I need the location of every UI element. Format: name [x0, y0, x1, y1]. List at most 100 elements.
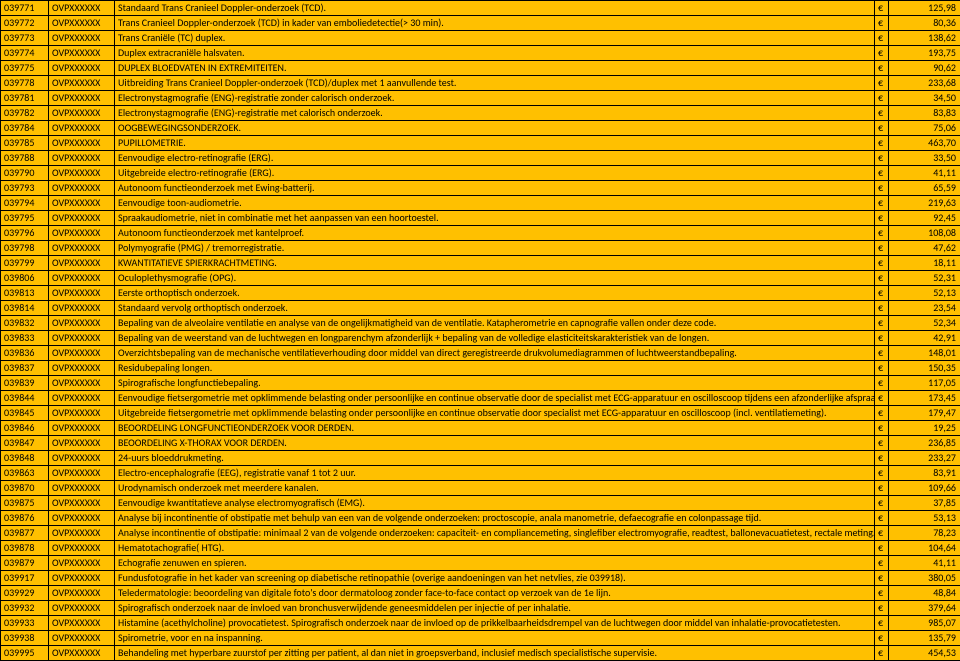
table-row: 039788OVPXXXXXXEenvoudige electro-retino…	[1, 151, 960, 166]
cell-code: 039771	[1, 1, 49, 16]
cell-description: Standaard Trans Cranieel Doppler-onderzo…	[115, 1, 875, 16]
cell-code: 039785	[1, 136, 49, 151]
cell-description: Residubepaling longen.	[115, 361, 875, 376]
cell-code: 039848	[1, 451, 49, 466]
cell-code: 039774	[1, 46, 49, 61]
cell-currency: €	[875, 106, 889, 121]
table-row: 039870OVPXXXXXXUrodynamisch onderzoek me…	[1, 481, 960, 496]
cell-description: Bepaling van de alveolaire ventilatie en…	[115, 316, 875, 331]
cell-currency: €	[875, 631, 889, 646]
cell-currency: €	[875, 211, 889, 226]
cell-description: Trans Cranieel Doppler-onderzoek (TCD) i…	[115, 16, 875, 31]
cell-currency: €	[875, 646, 889, 661]
cell-price: 52,13	[889, 286, 960, 301]
cell-description: Oculoplethysmografie (OPG).	[115, 271, 875, 286]
cell-currency: €	[875, 421, 889, 436]
cell-currency: €	[875, 151, 889, 166]
cell-description: Hematotachografie( HTG).	[115, 541, 875, 556]
cell-price: 41,11	[889, 166, 960, 181]
cell-code: 039837	[1, 361, 49, 376]
cell-description: KWANTITATIEVE SPIERKRACHTMETING.	[115, 256, 875, 271]
table-row: 039813OVPXXXXXXEerste orthoptisch onderz…	[1, 286, 960, 301]
cell-ov: OVPXXXXXX	[49, 406, 115, 421]
table-row: 039877OVPXXXXXXAnalyse incontinentie of …	[1, 526, 960, 541]
cell-ov: OVPXXXXXX	[49, 496, 115, 511]
cell-ov: OVPXXXXXX	[49, 391, 115, 406]
cell-ov: OVPXXXXXX	[49, 526, 115, 541]
cell-ov: OVPXXXXXX	[49, 601, 115, 616]
cell-price: 41,11	[889, 556, 960, 571]
cell-code: 039863	[1, 466, 49, 481]
cell-currency: €	[875, 286, 889, 301]
cell-ov: OVPXXXXXX	[49, 91, 115, 106]
table-row: 039879OVPXXXXXXEchografie zenuwen en spi…	[1, 556, 960, 571]
cell-price: 53,13	[889, 511, 960, 526]
table-row: 039848OVPXXXXXX24-uurs bloeddrukmeting.€…	[1, 451, 960, 466]
cell-description: PUPILLOMETRIE.	[115, 136, 875, 151]
cell-code: 039877	[1, 526, 49, 541]
table-row: 039845OVPXXXXXXUitgebreide fietsergometr…	[1, 406, 960, 421]
cell-price: 179,47	[889, 406, 960, 421]
table-row: 039832OVPXXXXXXBepaling van de alveolair…	[1, 316, 960, 331]
table-row: 039773OVPXXXXXXTrans Craniële (TC) duple…	[1, 31, 960, 46]
cell-currency: €	[875, 316, 889, 331]
cell-code: 039806	[1, 271, 49, 286]
cell-ov: OVPXXXXXX	[49, 316, 115, 331]
cell-description: Fundusfotografie in het kader van screen…	[115, 571, 875, 586]
cell-price: 138,62	[889, 31, 960, 46]
cell-code: 039917	[1, 571, 49, 586]
cell-code: 039794	[1, 196, 49, 211]
cell-ov: OVPXXXXXX	[49, 376, 115, 391]
cell-price: 233,68	[889, 76, 960, 91]
table-row: 039844OVPXXXXXXEenvoudige fietsergometri…	[1, 391, 960, 406]
cell-description: DUPLEX BLOEDVATEN IN EXTREMITEITEN.	[115, 61, 875, 76]
table-row: 039875OVPXXXXXXEenvoudige kwantitatieve …	[1, 496, 960, 511]
cell-currency: €	[875, 466, 889, 481]
cell-code: 039796	[1, 226, 49, 241]
cell-code: 039772	[1, 16, 49, 31]
table-row: 039799OVPXXXXXXKWANTITATIEVE SPIERKRACHT…	[1, 256, 960, 271]
table-row: 039784OVPXXXXXXOOGBEWEGINGSONDERZOEK.€75…	[1, 121, 960, 136]
cell-code: 039778	[1, 76, 49, 91]
cell-currency: €	[875, 181, 889, 196]
table-row: 039778OVPXXXXXXUitbreiding Trans Craniee…	[1, 76, 960, 91]
cell-code: 039790	[1, 166, 49, 181]
cell-price: 19,25	[889, 421, 960, 436]
table-row: 039833OVPXXXXXXBepaling van de weerstand…	[1, 331, 960, 346]
cell-currency: €	[875, 391, 889, 406]
cell-price: 219,63	[889, 196, 960, 211]
table-row: 039932OVPXXXXXXSpirografisch onderzoek n…	[1, 601, 960, 616]
table-row: 039876OVPXXXXXXAnalyse bij incontinentie…	[1, 511, 960, 526]
cell-code: 039878	[1, 541, 49, 556]
cell-currency: €	[875, 541, 889, 556]
cell-price: 42,91	[889, 331, 960, 346]
cell-description: Standaard vervolg orthoptisch onderzoek.	[115, 301, 875, 316]
cell-code: 039929	[1, 586, 49, 601]
table-row: 039839OVPXXXXXXSpirografische longfuncti…	[1, 376, 960, 391]
cell-ov: OVPXXXXXX	[49, 166, 115, 181]
cell-price: 985,07	[889, 616, 960, 631]
cell-currency: €	[875, 76, 889, 91]
table-row: 039806OVPXXXXXXOculoplethysmografie (OPG…	[1, 271, 960, 286]
cell-currency: €	[875, 256, 889, 271]
cell-price: 125,98	[889, 1, 960, 16]
table-row: 039790OVPXXXXXXUitgebreide electro-retin…	[1, 166, 960, 181]
cell-ov: OVPXXXXXX	[49, 31, 115, 46]
cell-currency: €	[875, 556, 889, 571]
cell-ov: OVPXXXXXX	[49, 241, 115, 256]
cell-description: Electro-encephalografie (EEG), registrat…	[115, 466, 875, 481]
cell-ov: OVPXXXXXX	[49, 361, 115, 376]
cell-currency: €	[875, 1, 889, 16]
cell-description: Spraakaudiometrie, niet in combinatie me…	[115, 211, 875, 226]
cell-ov: OVPXXXXXX	[49, 226, 115, 241]
cell-price: 47,62	[889, 241, 960, 256]
cell-description: Uitgebreide fietsergometrie met opklimme…	[115, 406, 875, 421]
cell-currency: €	[875, 61, 889, 76]
cell-code: 039793	[1, 181, 49, 196]
cell-currency: €	[875, 601, 889, 616]
table-row: 039793OVPXXXXXXAutonoom functieonderzoek…	[1, 181, 960, 196]
cell-description: Bepaling van de weerstand van de luchtwe…	[115, 331, 875, 346]
cell-price: 150,35	[889, 361, 960, 376]
cell-description: Autonoom functieonderzoek met Ewing-batt…	[115, 181, 875, 196]
table-row: 039794OVPXXXXXXEenvoudige toon-audiometr…	[1, 196, 960, 211]
